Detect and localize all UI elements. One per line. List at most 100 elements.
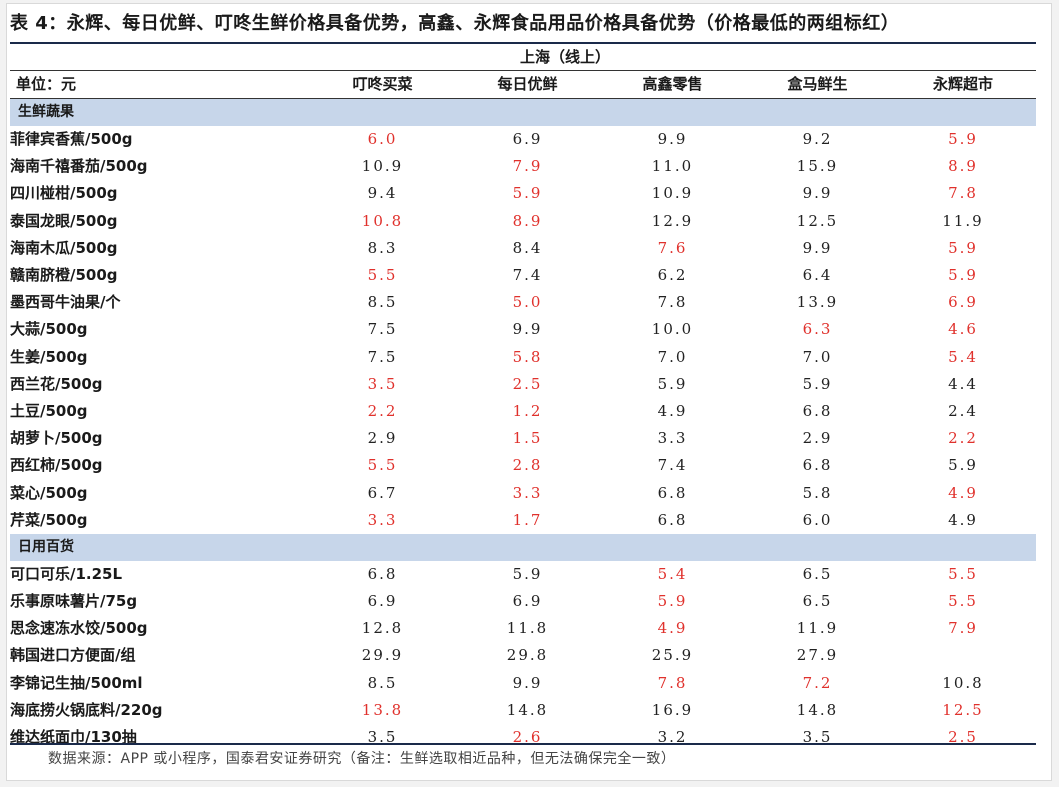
- table-row: 海南木瓜/500g 8.3 8.4 7.6 9.9 5.9: [10, 235, 1036, 262]
- price-cell: 29.9: [361, 646, 404, 665]
- column-header: 高鑫零售: [600, 71, 745, 99]
- table-row: 西兰花/500g 3.5 2.5 5.9 5.9 4.4: [10, 371, 1036, 398]
- price-cell: 6.8: [802, 401, 833, 420]
- price-cell: 3.5: [802, 728, 833, 747]
- table-row: 大蒜/500g 7.5 9.9 10.0 6.3 4.6: [10, 316, 1036, 343]
- price-comparison-table: 单位：元 叮咚买菜 每日优鲜 高鑫零售 盒马鲜生 永辉超市 生鲜蔬果 菲律宾香蕉/…: [10, 71, 1036, 751]
- price-cell: 8.5: [367, 293, 398, 312]
- product-name: 菲律宾香蕉/500g: [10, 130, 133, 149]
- table-row: 泰国龙眼/500g 10.8 8.9 12.9 12.5 11.9: [10, 208, 1036, 235]
- table-row: 四川椪柑/500g 9.4 5.9 10.9 9.9 7.8: [10, 180, 1036, 207]
- table-row: 西红柿/500g 5.5 2.8 7.4 6.8 5.9: [10, 452, 1036, 479]
- section-label: 日用百货: [10, 533, 1036, 561]
- price-cell: 1.7: [512, 510, 543, 529]
- price-cell: 1.5: [512, 429, 543, 448]
- price-cell: 7.4: [512, 266, 543, 285]
- price-cell: 8.3: [367, 238, 398, 257]
- product-name: 墨西哥牛油果/个: [10, 293, 121, 312]
- column-header: 每日优鲜: [455, 71, 600, 99]
- price-cell: 6.8: [657, 510, 688, 529]
- price-cell: 5.9: [802, 374, 833, 393]
- table-row: 赣南脐橙/500g 5.5 7.4 6.2 6.4 5.9: [10, 262, 1036, 289]
- product-name: 泰国龙眼/500g: [10, 211, 118, 230]
- price-cell: 6.0: [367, 130, 398, 149]
- table-title: 表 4：永辉、每日优鲜、叮咚生鲜价格具备优势，高鑫、永辉食品用品价格具备优势（价…: [10, 13, 900, 34]
- table-row: 韩国进口方便面/组 29.9 29.8 25.9 27.9: [10, 642, 1036, 669]
- product-name: 韩国进口方便面/组: [10, 646, 136, 665]
- price-cell: 27.9: [796, 646, 839, 665]
- price-cell: 5.9: [948, 238, 978, 257]
- price-cell: [890, 642, 1036, 669]
- price-cell: 5.0: [512, 293, 543, 312]
- price-cell: 9.9: [512, 320, 543, 339]
- unit-header: 单位：元: [10, 71, 310, 99]
- price-cell: 2.6: [512, 728, 543, 747]
- price-cell: 10.9: [361, 157, 404, 176]
- price-cell: 11.8: [506, 619, 549, 638]
- source-note: 数据来源：APP 或小程序，国泰君安证券研究（备注：生鲜选取相近品种，但无法确保…: [48, 751, 676, 767]
- price-cell: 7.9: [512, 157, 543, 176]
- table-row: 乐事原味薯片/75g 6.9 6.9 5.9 6.5 5.5: [10, 588, 1036, 615]
- price-cell: 2.5: [512, 374, 543, 393]
- price-cell: 4.9: [657, 401, 688, 420]
- table-row: 菲律宾香蕉/500g 6.0 6.9 9.9 9.2 5.9: [10, 126, 1036, 153]
- price-cell: 9.9: [512, 673, 543, 692]
- price-cell: 10.8: [361, 211, 404, 230]
- product-name: 四川椪柑/500g: [10, 184, 118, 203]
- table-row: 生姜/500g 7.5 5.8 7.0 7.0 5.4: [10, 344, 1036, 371]
- table-row: 思念速冻水饺/500g 12.8 11.8 4.9 11.9 7.9: [10, 615, 1036, 642]
- price-cell: 6.5: [802, 564, 833, 583]
- table-row: 芹菜/500g 3.3 1.7 6.8 6.0 4.9: [10, 507, 1036, 534]
- price-cell: 7.5: [367, 347, 398, 366]
- price-cell: 14.8: [506, 700, 549, 719]
- price-cell: 7.8: [948, 184, 978, 203]
- price-cell: 7.8: [657, 673, 688, 692]
- price-cell: 2.2: [948, 429, 978, 448]
- product-name: 胡萝卜/500g: [10, 429, 103, 448]
- price-cell: 7.5: [367, 320, 398, 339]
- price-cell: 2.9: [367, 429, 398, 448]
- price-cell: 10.0: [651, 320, 694, 339]
- price-cell: 7.0: [802, 347, 833, 366]
- price-cell: 5.5: [948, 564, 978, 583]
- price-cell: 2.8: [512, 456, 543, 475]
- price-cell: 7.6: [657, 238, 688, 257]
- product-name: 赣南脐橙/500g: [10, 266, 118, 285]
- table-row: 土豆/500g 2.2 1.2 4.9 6.8 2.4: [10, 398, 1036, 425]
- price-cell: 5.9: [948, 130, 978, 149]
- price-cell: 8.5: [367, 673, 398, 692]
- price-cell: 7.8: [657, 293, 688, 312]
- price-cell: 6.9: [367, 592, 398, 611]
- price-cell: 5.8: [802, 483, 833, 502]
- price-cell: 7.9: [948, 619, 978, 638]
- column-header: 永辉超市: [890, 71, 1036, 99]
- price-cell: 29.8: [506, 646, 549, 665]
- table-row: 菜心/500g 6.7 3.3 6.8 5.8 4.9: [10, 479, 1036, 506]
- price-cell: 6.5: [802, 592, 833, 611]
- price-cell: 6.2: [657, 266, 688, 285]
- product-name: 维达纸面巾/130抽: [10, 728, 137, 747]
- price-cell: 5.4: [948, 347, 978, 366]
- price-cell: 5.8: [512, 347, 543, 366]
- price-cell: 2.9: [802, 429, 833, 448]
- table-row: 可口可乐/1.25L 6.8 5.9 5.4 6.5 5.5: [10, 561, 1036, 588]
- price-cell: 6.7: [367, 483, 398, 502]
- price-cell: 5.9: [512, 184, 543, 203]
- report-card: [6, 3, 1052, 781]
- price-cell: 3.5: [367, 374, 398, 393]
- price-cell: 5.9: [512, 564, 543, 583]
- price-cell: 11.9: [796, 619, 839, 638]
- region-label: 上海（线上）: [519, 48, 610, 66]
- price-cell: 11.0: [651, 157, 694, 176]
- price-cell: 5.9: [657, 592, 688, 611]
- table-row: 墨西哥牛油果/个 8.5 5.0 7.8 13.9 6.9: [10, 289, 1036, 316]
- price-cell: 11.9: [942, 211, 984, 230]
- price-cell: 12.5: [796, 211, 839, 230]
- product-name: 芹菜/500g: [10, 510, 88, 529]
- price-cell: 3.5: [367, 728, 398, 747]
- price-cell: 12.5: [942, 700, 984, 719]
- price-cell: 6.3: [802, 320, 833, 339]
- table-row: 胡萝卜/500g 2.9 1.5 3.3 2.9 2.2: [10, 425, 1036, 452]
- price-cell: 9.9: [802, 184, 833, 203]
- price-cell: 13.9: [796, 293, 839, 312]
